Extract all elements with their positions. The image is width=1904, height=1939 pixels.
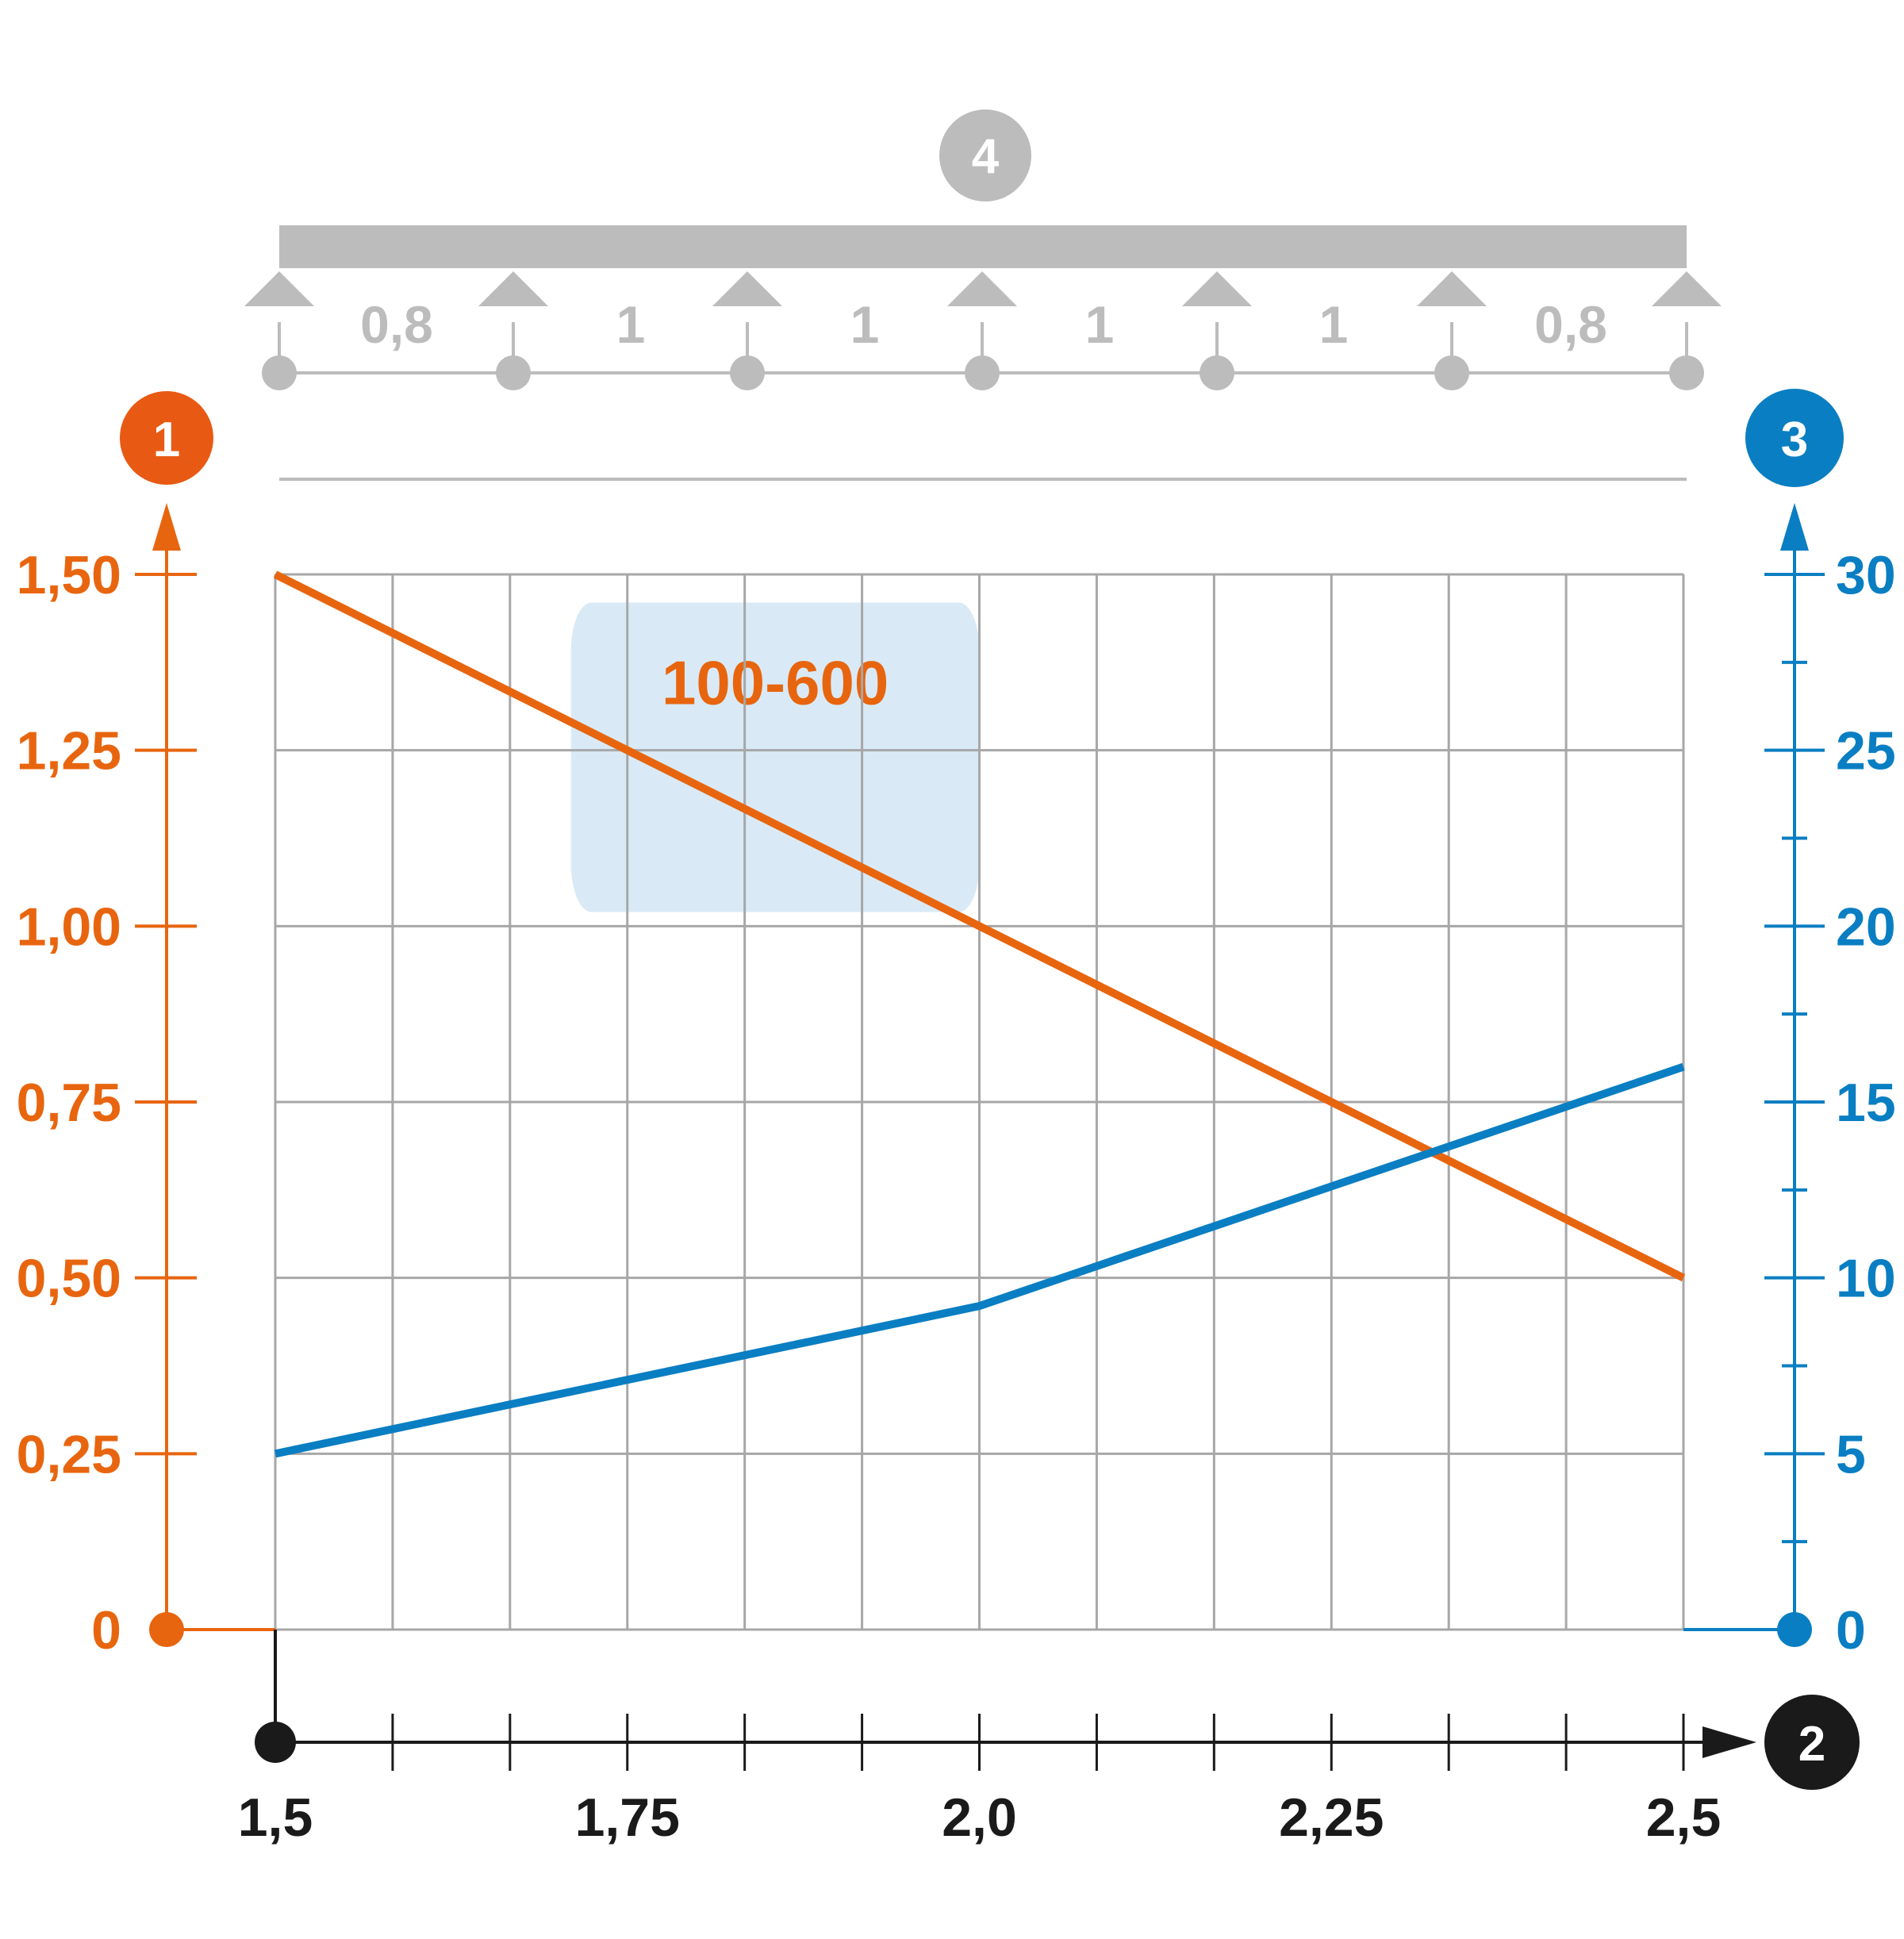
left-axis-tick-label: 1,25 — [17, 721, 121, 781]
annotation-label: 100-600 — [662, 647, 889, 717]
left-axis-tick-label: 1,50 — [17, 545, 121, 605]
right-axis-badge-label: 3 — [1781, 413, 1808, 467]
x-axis-badge — [1764, 1695, 1860, 1790]
x-axis-tick-label: 2,25 — [1279, 1787, 1384, 1848]
beam-support-icon — [1417, 271, 1487, 306]
right-axis-arrow-icon — [1780, 503, 1809, 551]
beam-bar — [279, 225, 1687, 268]
right-axis-tick-label: 0 — [1836, 1600, 1866, 1661]
beam-support-icon — [947, 271, 1017, 306]
series-line-orange — [273, 570, 1686, 1282]
x-axis-tick-label: 1,75 — [575, 1787, 680, 1848]
beam-marker-label: 4 — [972, 129, 1000, 184]
x-axis-tick-label: 2,5 — [1646, 1787, 1722, 1848]
beam-diagram: 4 0,8 1 1 1 1 0,8 — [244, 109, 1722, 390]
beam-span-label: 1 — [1319, 295, 1349, 354]
right-axis-tick-label: 25 — [1836, 721, 1896, 781]
beam-node — [1434, 355, 1469, 390]
beam-support-icon — [478, 271, 548, 306]
series-line-blue — [274, 1062, 1685, 1458]
beam-span-label: 1 — [850, 295, 880, 354]
beam-support-icon — [712, 271, 782, 306]
left-axis-tick-label: 0,50 — [17, 1249, 121, 1309]
beam-support-icon — [244, 271, 314, 306]
right-axis-origin — [1777, 1612, 1812, 1647]
beam-support-icon — [1182, 271, 1252, 306]
annotation-box — [570, 602, 980, 912]
x-axis-badge-label: 2 — [1798, 1717, 1825, 1772]
right-axis-tick-label: 10 — [1836, 1249, 1896, 1309]
left-axis-tick-label: 1,00 — [17, 897, 121, 957]
x-axis-arrow-icon — [1702, 1726, 1756, 1758]
x-axis-tick-label: 1,5 — [238, 1787, 313, 1848]
x-axis-origin — [255, 1722, 296, 1763]
beam-node — [1669, 355, 1704, 390]
left-axis-badge — [120, 391, 213, 485]
beam-marker-badge — [939, 109, 1031, 202]
beam-support-icon — [1652, 271, 1722, 306]
beam-node — [262, 355, 297, 390]
left-axis-arrow-icon — [152, 503, 181, 551]
left-axis-tick-label: 0 — [91, 1600, 121, 1661]
left-axis-tick-label: 0,25 — [17, 1424, 121, 1484]
right-axis-badge — [1745, 389, 1844, 487]
right-axis-tick-label: 20 — [1836, 897, 1896, 957]
right-axis-tick-label: 5 — [1836, 1424, 1866, 1484]
left-axis-tick-label: 0,75 — [17, 1073, 121, 1133]
right-axis-tick-label: 30 — [1836, 545, 1896, 605]
beam-span-label: 1 — [1085, 295, 1115, 354]
beam-node — [730, 355, 765, 390]
beam-node — [496, 355, 531, 390]
axes: 0 0,25 0,50 0,75 1,00 1,25 1,50 0 5 10 15 20 25 30 1,5… — [17, 503, 1896, 1848]
beam-span-label: 0,8 — [360, 295, 433, 354]
beam-span-label: 1 — [616, 295, 646, 354]
beam-node — [965, 355, 1000, 390]
grid — [274, 573, 1685, 1631]
x-axis-tick-label: 2,0 — [942, 1787, 1017, 1848]
series — [273, 570, 1686, 1458]
beam-node — [1200, 355, 1234, 390]
right-axis-tick-label: 15 — [1836, 1073, 1896, 1133]
left-axis-origin — [149, 1612, 184, 1647]
beam-span-label: 0,8 — [1534, 295, 1607, 354]
left-axis-badge-label: 1 — [153, 413, 180, 467]
